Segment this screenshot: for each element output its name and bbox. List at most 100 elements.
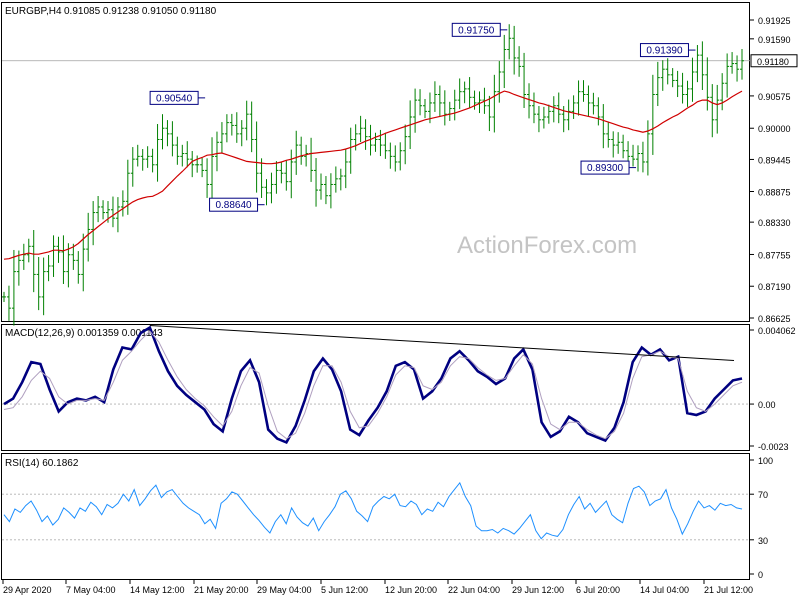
macd-tick-label: 0.00 — [758, 400, 776, 410]
ohlc-bar — [269, 172, 274, 204]
rsi-tick-label: 0 — [758, 570, 763, 580]
swing-price-text: 0.91750 — [458, 25, 495, 36]
ohlc-bar — [581, 80, 586, 102]
swing-price-text: 0.89300 — [587, 163, 624, 174]
current-price-text: 0.91180 — [757, 57, 789, 67]
time-tick-label: 29 May 04:00 — [257, 585, 312, 595]
ohlc-bar — [660, 60, 665, 91]
price-tick-label: 0.91925 — [758, 16, 791, 26]
macd-divergence-trendline — [149, 324, 735, 361]
ohlc-bar — [328, 173, 333, 209]
ohlc-bar — [91, 201, 96, 246]
ohlc-bar — [576, 80, 581, 116]
macd-tick-label: 0.004062 — [758, 326, 796, 336]
swing-price-label: 0.91390 — [639, 43, 696, 58]
swing-price-label: 0.90540 — [149, 90, 206, 105]
ohlc-bar — [631, 144, 636, 167]
ohlc-bar — [655, 61, 660, 107]
ohlc-bar — [685, 80, 690, 107]
ohlc-bar — [224, 114, 229, 143]
ohlc-bar — [36, 256, 41, 311]
ohlc-bar — [284, 160, 289, 191]
ohlc-bar — [566, 99, 571, 131]
price-tick-label: 0.90000 — [758, 124, 791, 134]
swing-price-label: 0.91750 — [451, 22, 508, 37]
time-tick-label: 14 Jul 04:00 — [640, 585, 689, 595]
ohlc-bar — [254, 121, 259, 193]
ohlc-bar — [200, 158, 205, 178]
swing-price-text: 0.90540 — [156, 93, 193, 104]
ohlc-bar — [318, 173, 323, 200]
time-tick-label: 22 Jun 04:00 — [448, 585, 500, 595]
ohlc-bar — [522, 52, 527, 108]
ohlc-bar — [556, 92, 561, 124]
ohlc-bar — [531, 92, 536, 124]
ohlc-bar — [363, 119, 368, 150]
ohlc-bar — [279, 161, 284, 184]
ohlc-bar — [150, 148, 155, 173]
rsi-line — [3, 481, 743, 540]
ohlc-bar — [170, 121, 175, 157]
ohlc-bar — [323, 176, 328, 205]
macd-panel-frame — [1, 324, 750, 451]
ohlc-bar — [695, 45, 700, 83]
ohlc-bar — [46, 255, 51, 282]
ohlc-bar — [41, 257, 46, 316]
ohlc-bar — [165, 120, 170, 147]
watermark: ActionForex.com — [457, 232, 637, 259]
ohlc-bar — [6, 285, 11, 321]
ohlc-bar — [378, 129, 383, 157]
ohlc-bar — [517, 46, 522, 77]
ohlc-bar — [546, 104, 551, 124]
ohlc-bar — [536, 106, 541, 133]
ohlc-bar — [720, 73, 725, 111]
ohlc-bar — [101, 200, 106, 220]
ohlc-bar — [16, 250, 21, 286]
ohlc-bar — [477, 91, 482, 114]
ohlc-bar — [264, 179, 269, 206]
ohlc-bar — [368, 124, 373, 156]
ohlc-bar — [398, 142, 403, 171]
ohlc-bar — [640, 141, 645, 173]
price-tick-label: 0.86625 — [758, 314, 791, 324]
ohlc-bar — [740, 48, 744, 80]
ohlc-bar — [645, 120, 650, 176]
ohlc-bar — [432, 81, 437, 112]
macd-tick-label: -0.0023 — [758, 442, 789, 452]
ohlc-bar — [229, 113, 234, 136]
time-tick-label: 29 Jun 12:00 — [512, 585, 564, 595]
ohlc-bar — [437, 85, 442, 117]
ohlc-bar — [388, 142, 393, 169]
ohlc-bar — [442, 90, 447, 126]
ohlc-bar — [244, 100, 249, 141]
ohlc-bar — [210, 137, 215, 200]
swing-price-text: 0.91390 — [646, 46, 683, 57]
ohlc-bar — [596, 97, 601, 126]
ohlc-bar — [71, 243, 76, 270]
ohlc-bar — [180, 144, 185, 167]
ohlc-bar — [190, 151, 195, 178]
price-tick-label: 0.90575 — [758, 92, 791, 102]
time-tick-label: 6 Jul 20:00 — [576, 585, 620, 595]
rsi-panel-title: RSI(14) 60.1862 — [5, 458, 79, 469]
ohlc-bar — [527, 83, 532, 119]
ohlc-bar — [26, 238, 31, 263]
ohlc-bar — [299, 136, 304, 165]
macd-panel-title: MACD(12,26,9) 0.001359 0.001143 — [5, 328, 163, 339]
ohlc-bar — [452, 89, 457, 121]
ohlc-bar — [135, 144, 140, 167]
ohlc-bar — [289, 149, 294, 199]
ohlc-bar — [497, 61, 502, 103]
ohlc-bar — [413, 88, 418, 133]
ohlc-bar — [427, 92, 432, 124]
ohlc-bar — [735, 55, 740, 82]
ohlc-bar — [611, 131, 616, 158]
ohlc-bar — [541, 106, 546, 129]
ohlc-bar — [621, 134, 626, 159]
rsi-panel-frame — [1, 453, 750, 580]
ohlc-bar — [333, 166, 338, 193]
ohlc-bar — [239, 120, 244, 147]
ohlc-bar — [700, 41, 705, 91]
ohlc-bar — [423, 98, 428, 119]
